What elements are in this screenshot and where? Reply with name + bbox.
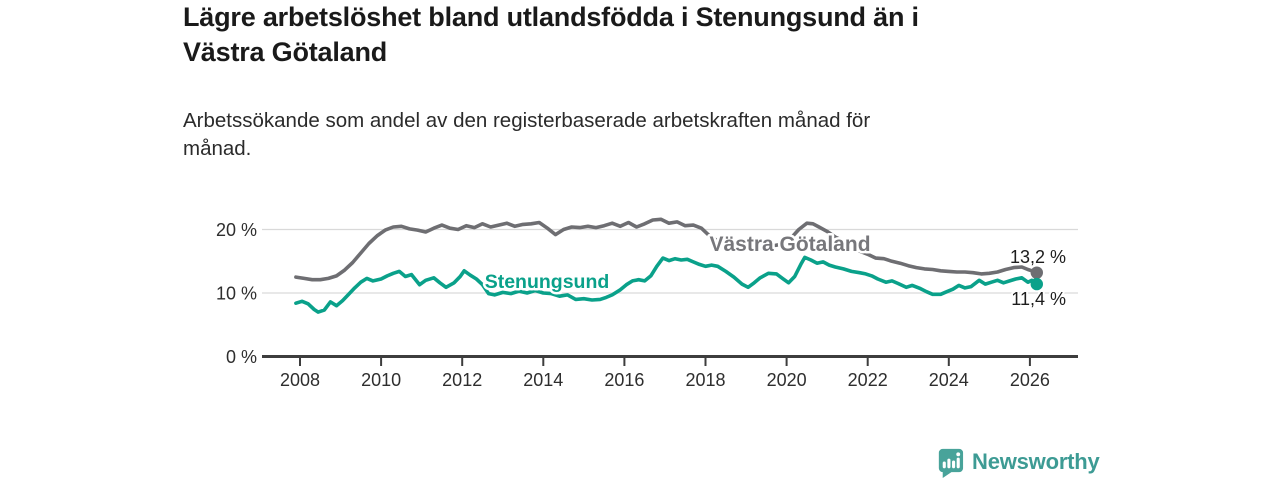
x-tick-label-2024: 2024: [929, 370, 969, 390]
x-tick-label-2010: 2010: [361, 370, 401, 390]
y-axis-tick-labels: 0 % 10 % 20 %: [216, 220, 257, 367]
end-value-stenungsund: 11,4 %: [1011, 289, 1066, 309]
series-end-dots: [1030, 266, 1043, 291]
x-axis: [262, 355, 1078, 366]
series-label-stenungsund: Stenungsund: [485, 271, 610, 293]
y-tick-label-0: 0 %: [226, 347, 257, 367]
brand-name: Newsworthy: [972, 449, 1100, 474]
x-tick-label-2020: 2020: [767, 370, 807, 390]
end-dot-v-stra-g-taland: [1030, 266, 1043, 279]
series-lines: [294, 217, 1039, 314]
x-axis-tick-labels: 2008 2010 2012 2014 2016 2018 2020 2022 2024 2026: [280, 370, 1050, 390]
page-title: Lägre arbetslöshet bland utlandsfödda i …: [183, 2, 919, 67]
x-tick-label-2008: 2008: [280, 370, 320, 390]
end-dot-stenungsund: [1030, 277, 1043, 291]
line-v-stra-g-taland: [294, 217, 1039, 282]
y-tick-label-20: 20 %: [216, 220, 257, 240]
y-tick-label-10: 10 %: [216, 284, 257, 304]
end-value-vastra-gotaland: 13,2 %: [1010, 247, 1066, 267]
line-stenungsund: [294, 255, 1039, 314]
x-tick-label-2022: 2022: [848, 370, 888, 390]
newsworthy-logo-icon: [938, 448, 964, 478]
x-tick-label-2018: 2018: [685, 370, 725, 390]
series-label-vastra-gotaland: Västra Götaland: [709, 233, 870, 256]
x-tick-label-2016: 2016: [604, 370, 644, 390]
x-tick-label-2014: 2014: [523, 370, 563, 390]
chart-subtitle: Arbetssökande som andel av den registerb…: [183, 109, 871, 160]
brand-footer: Newsworthy: [934, 446, 1100, 478]
x-tick-label-2012: 2012: [442, 370, 482, 390]
x-tick-label-2026: 2026: [1010, 370, 1050, 390]
